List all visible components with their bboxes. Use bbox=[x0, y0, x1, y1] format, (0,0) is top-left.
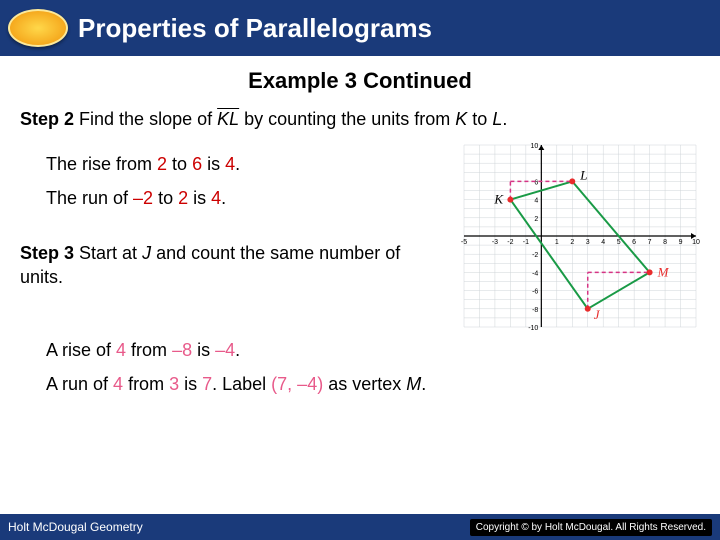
svg-text:-10: -10 bbox=[528, 325, 538, 331]
svg-text:10: 10 bbox=[692, 239, 700, 246]
header-oval-icon bbox=[8, 9, 68, 47]
slide-header: Properties of Parallelograms bbox=[0, 0, 720, 56]
svg-text:L: L bbox=[579, 168, 587, 183]
rise2-t4: . bbox=[235, 340, 240, 360]
run2-pt: (7, –4) bbox=[271, 374, 323, 394]
svg-text:2: 2 bbox=[570, 239, 574, 246]
svg-text:7: 7 bbox=[648, 239, 652, 246]
rise-t2: to bbox=[167, 154, 192, 174]
run2-t2: from bbox=[123, 374, 169, 394]
run2-c: 7 bbox=[202, 374, 212, 394]
footer-left: Holt McDougal Geometry bbox=[8, 520, 143, 534]
step2-line: Step 2 Find the slope of KL by counting … bbox=[20, 108, 700, 131]
svg-text:-5: -5 bbox=[461, 239, 467, 246]
run-t3: is bbox=[188, 188, 211, 208]
svg-text:1: 1 bbox=[555, 239, 559, 246]
step3-t1: Start at bbox=[74, 243, 142, 263]
run2-b: 3 bbox=[169, 374, 179, 394]
rise2-t2: from bbox=[126, 340, 172, 360]
footer-right: Copyright © by Holt McDougal. All Rights… bbox=[470, 519, 712, 536]
rise-t1: The rise from bbox=[46, 154, 157, 174]
rise-t4: . bbox=[235, 154, 240, 174]
point-J: J bbox=[142, 243, 151, 263]
run2-t6: . bbox=[421, 374, 426, 394]
point-K: K bbox=[455, 109, 467, 129]
rise-t3: is bbox=[202, 154, 225, 174]
coordinate-chart: -5-3-2-112345678910-10-8-6-4-224610KLJM bbox=[460, 141, 700, 331]
run2-t3: is bbox=[179, 374, 202, 394]
step2-to: to bbox=[467, 109, 492, 129]
svg-text:5: 5 bbox=[617, 239, 621, 246]
slide-footer: Holt McDougal Geometry Copyright © by Ho… bbox=[0, 514, 720, 540]
svg-text:-3: -3 bbox=[492, 239, 498, 246]
svg-text:K: K bbox=[493, 192, 504, 207]
svg-text:M: M bbox=[657, 265, 670, 280]
run-a: –2 bbox=[133, 188, 153, 208]
run-line: The run of –2 to 2 is 4. bbox=[46, 187, 444, 210]
svg-text:9: 9 bbox=[679, 239, 683, 246]
run2-t1: A run of bbox=[46, 374, 113, 394]
svg-text:-6: -6 bbox=[532, 289, 538, 296]
rise-c: 4 bbox=[225, 154, 235, 174]
segment-KL: KL bbox=[217, 109, 239, 129]
svg-text:-1: -1 bbox=[523, 239, 529, 246]
svg-text:-2: -2 bbox=[507, 239, 513, 246]
rise-a: 2 bbox=[157, 154, 167, 174]
step2-pre: Find the slope of bbox=[74, 109, 217, 129]
run2-t5: as vertex bbox=[323, 374, 406, 394]
rise2-b: –8 bbox=[172, 340, 192, 360]
run-t2: to bbox=[153, 188, 178, 208]
run2-line: A run of 4 from 3 is 7. Label (7, –4) as… bbox=[46, 373, 700, 396]
rise2-c: –4 bbox=[215, 340, 235, 360]
svg-text:2: 2 bbox=[534, 216, 538, 223]
run-b: 2 bbox=[178, 188, 188, 208]
slide-content: Example 3 Continued Step 2 Find the slop… bbox=[0, 56, 720, 396]
rise2-t3: is bbox=[192, 340, 215, 360]
svg-text:4: 4 bbox=[534, 198, 538, 205]
run-t4: . bbox=[221, 188, 226, 208]
rise-b: 6 bbox=[192, 154, 202, 174]
svg-text:3: 3 bbox=[586, 239, 590, 246]
example-title: Example 3 Continued bbox=[20, 68, 700, 94]
svg-text:8: 8 bbox=[663, 239, 667, 246]
svg-text:4: 4 bbox=[601, 239, 605, 246]
rise2-a: 4 bbox=[116, 340, 126, 360]
run-t1: The run of bbox=[46, 188, 133, 208]
svg-text:6: 6 bbox=[534, 180, 538, 187]
step2-end: . bbox=[502, 109, 507, 129]
step3-line: Step 3 Start at J and count the same num… bbox=[20, 242, 444, 289]
step3-label: Step 3 bbox=[20, 243, 74, 263]
run2-t4: . Label bbox=[212, 374, 271, 394]
point-M: M bbox=[406, 374, 421, 394]
svg-text:-2: -2 bbox=[532, 253, 538, 260]
run2-a: 4 bbox=[113, 374, 123, 394]
svg-text:-4: -4 bbox=[532, 271, 538, 278]
run-c: 4 bbox=[211, 188, 221, 208]
step2-post1: by counting the units from bbox=[239, 109, 455, 129]
svg-text:6: 6 bbox=[632, 239, 636, 246]
rise-line: The rise from 2 to 6 is 4. bbox=[46, 153, 444, 176]
chart-svg: -5-3-2-112345678910-10-8-6-4-224610KLJM bbox=[460, 141, 700, 331]
step2-label: Step 2 bbox=[20, 109, 74, 129]
rise2-t1: A rise of bbox=[46, 340, 116, 360]
point-L: L bbox=[492, 109, 502, 129]
header-title: Properties of Parallelograms bbox=[78, 13, 432, 44]
svg-text:-8: -8 bbox=[532, 307, 538, 314]
rise2-line: A rise of 4 from –8 is –4. bbox=[46, 339, 700, 362]
svg-text:10: 10 bbox=[531, 143, 539, 150]
